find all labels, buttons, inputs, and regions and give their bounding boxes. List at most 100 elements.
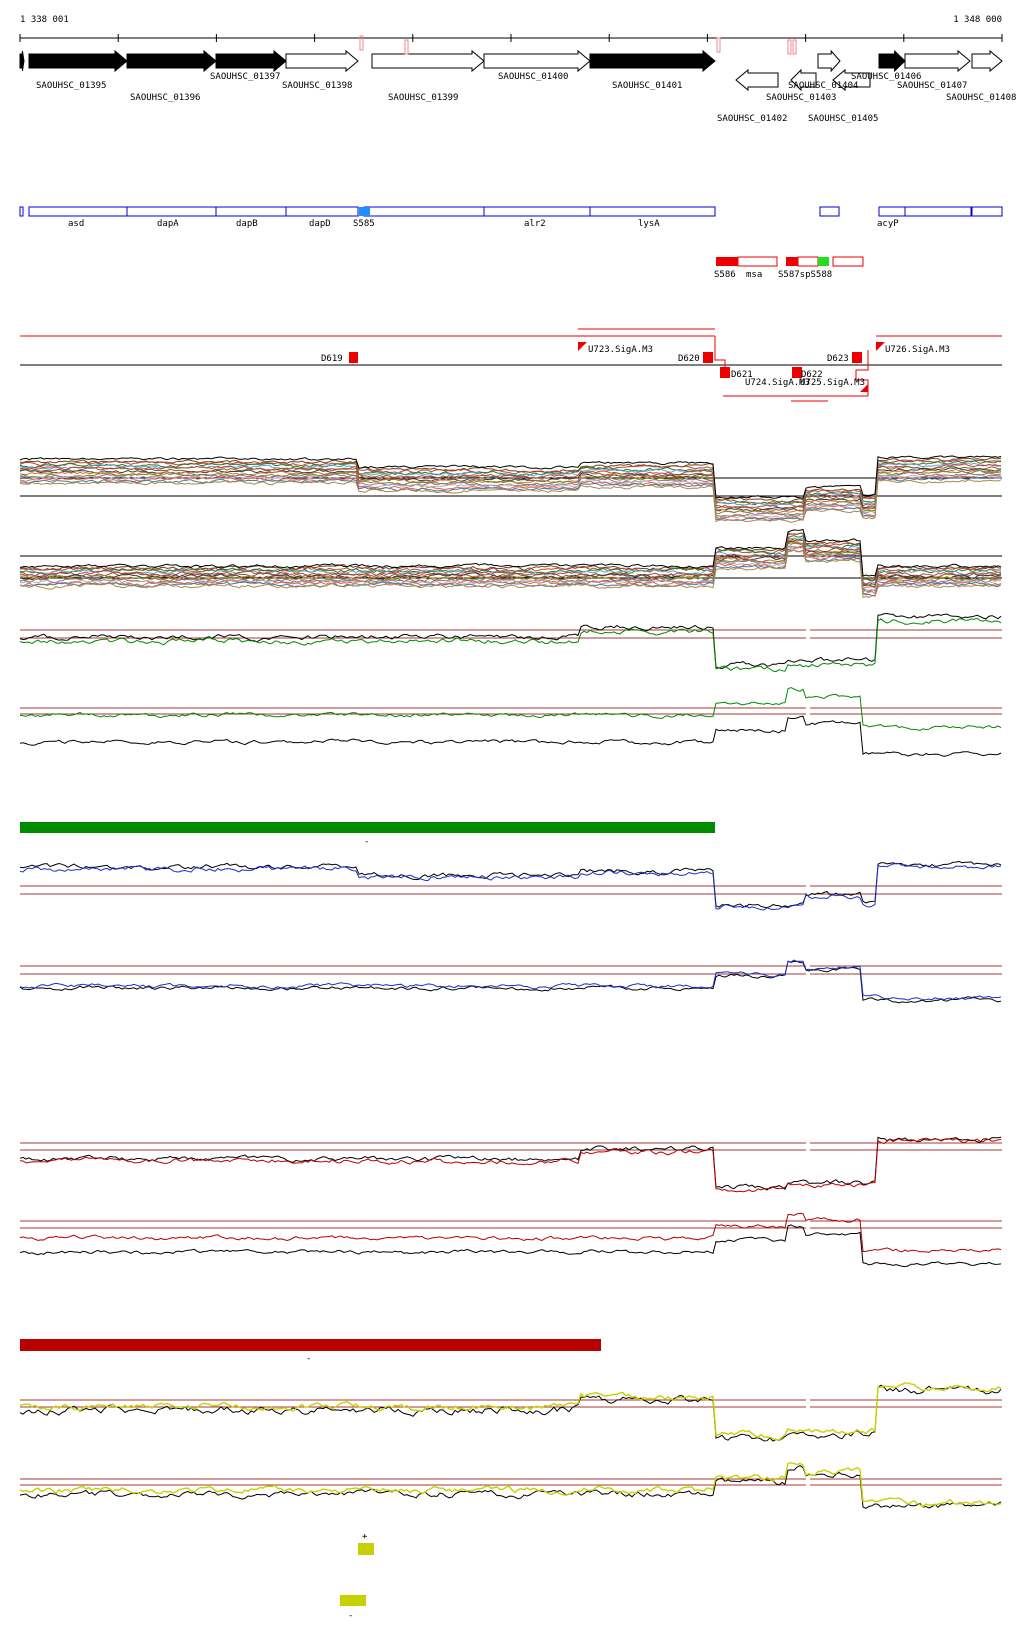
annotation-label[interactable]: asd — [68, 219, 84, 229]
annotation-track: asd dapA dapB dapD S585 alr2 lysA acyP — [19, 206, 1003, 229]
profile-line — [19, 531, 1002, 581]
region-d622[interactable] — [792, 367, 802, 378]
region-d620[interactable] — [703, 352, 713, 363]
profile-line — [19, 1212, 1002, 1253]
gene-gap-mark — [792, 39, 797, 55]
region-label[interactable]: D620 — [678, 354, 700, 364]
gene-label[interactable]: SAOUHSC_01395 — [36, 81, 106, 91]
srna-feature-s586[interactable] — [716, 257, 738, 266]
gene-gap-mark — [787, 39, 792, 55]
srna-feature-s588[interactable] — [818, 257, 829, 266]
profile-line — [19, 959, 1002, 1001]
region-track: D619 D620 D621 D622 D623 U723.SigA.M3 U7… — [20, 328, 1002, 402]
region-d619[interactable] — [349, 352, 358, 363]
region-label[interactable]: D621 — [731, 370, 753, 380]
promoter-u723[interactable] — [578, 342, 587, 363]
profile-line — [19, 537, 1002, 585]
profile-line — [19, 457, 1002, 503]
gene-arrow — [832, 68, 871, 92]
gene-arrow — [971, 49, 1003, 73]
gene-gap-mark — [716, 37, 721, 53]
gene-label[interactable]: SAOUHSC_01407 — [897, 81, 967, 91]
region-label[interactable]: D622 — [801, 370, 823, 380]
gene-label[interactable]: SAOUHSC_01396 — [130, 93, 200, 103]
gene-arrow — [28, 49, 128, 73]
profile-line — [19, 532, 1002, 580]
profile-line — [19, 540, 1002, 590]
gene-label[interactable]: SAOUHSC_01397 — [210, 72, 280, 82]
profile-line — [19, 455, 1002, 499]
profile-line — [19, 540, 1002, 588]
annotation-feature-s585[interactable] — [359, 207, 370, 216]
profile-line — [19, 1462, 1002, 1508]
gene-label[interactable]: SAOUHSC_01404 — [788, 81, 858, 91]
profile-line — [19, 1465, 1002, 1509]
annotation-label[interactable]: dapA — [157, 219, 179, 229]
profile-line — [19, 465, 1002, 511]
annotation-label[interactable]: S585 — [353, 219, 375, 229]
gene-label[interactable]: SAOUHSC_01403 — [766, 93, 836, 103]
gene-arrows — [19, 35, 1003, 92]
promoter-u725[interactable] — [860, 384, 868, 392]
profile-line — [19, 471, 1002, 517]
gene-label[interactable]: SAOUHSC_01401 — [612, 81, 682, 91]
ruler-start-label: 1 338 001 — [20, 15, 69, 25]
profile-line — [19, 478, 1002, 524]
region-label[interactable]: D623 — [827, 354, 849, 364]
strand-mark-red: - — [306, 1354, 311, 1364]
annotation-label[interactable]: lysA — [638, 219, 660, 229]
annotation-label[interactable]: acyP — [877, 219, 899, 229]
gene-label[interactable]: SAOUHSC_01406 — [851, 72, 921, 82]
profile-line — [19, 617, 1002, 673]
profile-line — [19, 546, 1002, 595]
condition-bar-yellow-minus[interactable] — [340, 1595, 366, 1606]
annotation-label[interactable]: dapD — [309, 219, 331, 229]
srna-feature-other[interactable] — [832, 256, 864, 267]
region-label[interactable]: U723.SigA.M3 — [588, 345, 653, 355]
region-label[interactable]: D619 — [321, 354, 343, 364]
expression-profiles — [19, 455, 1002, 1509]
gene-arrow — [878, 49, 906, 73]
region-d621[interactable] — [720, 367, 730, 378]
profile-line — [19, 528, 1002, 577]
srna-feature-s587b[interactable] — [797, 256, 819, 267]
gene-label[interactable]: SAOUHSC_01398 — [282, 81, 352, 91]
ruler-ticks — [19, 34, 1003, 42]
region-label[interactable]: U725.SigA.M3 — [800, 378, 865, 388]
region-d623[interactable] — [852, 352, 862, 363]
profile-line — [19, 1382, 1002, 1441]
strand-mark-yellow-minus: - — [348, 1611, 353, 1621]
srna-label[interactable]: msa — [746, 270, 762, 280]
profile-line — [19, 463, 1002, 509]
profile-line — [19, 862, 1002, 911]
gene-arrow — [19, 50, 25, 72]
gene-label[interactable]: SAOUHSC_01408 — [946, 93, 1016, 103]
annotation-label[interactable]: dapB — [236, 219, 258, 229]
strand-mark-yellow-plus: + — [362, 1532, 368, 1542]
strand-mark-green: - — [364, 837, 369, 847]
srna-feature-msa[interactable] — [737, 256, 778, 267]
promoter-u726[interactable] — [876, 342, 885, 363]
profile-line — [19, 1224, 1002, 1268]
profile-line — [19, 476, 1002, 521]
gene-label[interactable]: SAOUHSC_01405 — [808, 114, 878, 124]
srna-label[interactable]: S586 — [714, 270, 736, 280]
region-label[interactable]: U726.SigA.M3 — [885, 345, 950, 355]
condition-bar-green[interactable] — [20, 822, 715, 833]
gene-label[interactable]: SAOUHSC_01399 — [388, 93, 458, 103]
gene-arrow — [285, 49, 359, 73]
gene-gap-mark — [359, 35, 364, 51]
gene-label[interactable]: SAOUHSC_01400 — [498, 72, 568, 82]
gene-label[interactable]: SAOUHSC_01402 — [717, 114, 787, 124]
condition-bar-yellow-plus[interactable] — [358, 1543, 374, 1555]
condition-bar-red[interactable] — [20, 1339, 601, 1351]
annotation-label[interactable]: alr2 — [524, 219, 546, 229]
srna-label[interactable]: S587spS588 — [778, 270, 832, 280]
gene-arrow — [483, 49, 591, 73]
profile-line — [19, 548, 1002, 597]
srna-feature-s587[interactable] — [786, 257, 798, 266]
region-label[interactable]: U724.SigA.M3 — [745, 378, 810, 388]
gene-label-group: SAOUHSC_01395 SAOUHSC_01396 SAOUHSC_0139… — [36, 72, 1016, 124]
profile-line — [19, 686, 1002, 731]
